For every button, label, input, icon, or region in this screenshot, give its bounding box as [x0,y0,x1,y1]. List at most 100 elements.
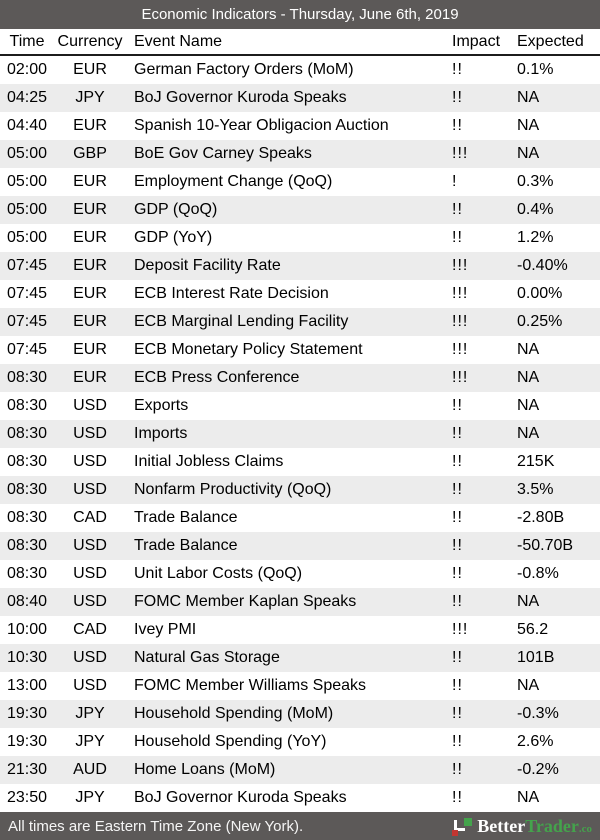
table-row: 23:50 JPY BoJ Governor Kuroda Speaks!! NA [0,784,600,812]
table-row: 10:00 CAD Ivey PMI!!! 56.2 [0,616,600,644]
brand-text-better: Better [477,815,526,836]
cell-expected: NA [517,397,540,414]
cell-impact: !! [452,537,463,554]
cell-event: Ivey PMI [134,621,197,638]
cell-expected: 56.2 [517,621,549,638]
cell-event: Imports [134,425,188,442]
cell-event: Household Spending (MoM) [134,705,334,722]
cell-time: 08:30 [6,425,48,442]
cell-time: 07:45 [6,341,48,358]
cell-event: BoJ Governor Kuroda Speaks [134,789,347,806]
cell-impact: !! [452,649,463,666]
cell-time: 08:30 [6,565,48,582]
cell-expected: -0.2% [517,761,559,778]
cell-currency: EUR [73,285,107,302]
cell-currency: JPY [75,733,105,750]
cell-time: 04:25 [6,89,48,106]
cell-currency: EUR [73,201,107,218]
cell-impact: !!! [452,369,469,386]
table-row: 08:30 USD Exports!! NA [0,392,600,420]
cell-expected: 2.6% [517,733,554,750]
cell-currency: USD [73,565,107,582]
cell-time: 04:40 [6,117,48,134]
column-header-event: Event Name [134,32,223,50]
cell-currency: CAD [73,621,107,638]
table-row: 05:00 GBP BoE Gov Carney Speaks!!! NA [0,140,600,168]
cell-impact: !!! [452,621,469,638]
cell-expected: 101B [517,649,555,666]
candlestick-logo-icon [452,816,473,836]
cell-currency: AUD [73,761,107,778]
table-row: 07:45 EUR Deposit Facility Rate!!! -0.40% [0,252,600,280]
cell-impact: !!! [452,313,469,330]
table-row: 19:30 JPY Household Spending (YoY)!! 2.6% [0,728,600,756]
bettertrader-logo[interactable]: Better Trader .co [452,816,592,837]
table-row: 08:40 USD FOMC Member Kaplan Speaks!! NA [0,588,600,616]
brand-text-tld: .co [578,822,592,835]
cell-impact: !!! [452,257,469,274]
cell-expected: 0.3% [517,173,554,190]
cell-currency: GBP [73,145,107,162]
cell-expected: 0.25% [517,313,563,330]
table-row: 05:00 EUR GDP (YoY)!! 1.2% [0,224,600,252]
cell-event: FOMC Member Williams Speaks [134,677,367,694]
column-header-time: Time [9,32,45,50]
cell-event: Unit Labor Costs (QoQ) [134,565,303,582]
cell-expected: -0.3% [517,705,559,722]
table-row: 07:45 EUR ECB Monetary Policy Statement!!!… [0,336,600,364]
cell-time: 08:30 [6,509,48,526]
cell-expected: NA [517,677,540,694]
cell-impact: !! [452,705,463,722]
cell-currency: CAD [73,509,107,526]
cell-currency: JPY [75,789,105,806]
cell-time: 02:00 [6,61,48,78]
cell-impact: !!! [452,341,469,358]
cell-expected: 0.4% [517,201,554,218]
cell-time: 05:00 [6,229,48,246]
cell-impact: !! [452,565,463,582]
table-row: 04:25 JPY BoJ Governor Kuroda Speaks!! NA [0,84,600,112]
cell-currency: USD [73,397,107,414]
table-body: 02:00 EUR German Factory Orders (MoM)!! 0.1… [0,56,600,812]
column-header-currency: Currency [57,32,123,50]
table-row: 05:00 EUR Employment Change (QoQ)! 0.3% [0,168,600,196]
cell-expected: -0.40% [517,257,568,274]
table-row: 08:30 USD Imports!! NA [0,420,600,448]
cell-time: 05:00 [6,173,48,190]
table-row: 08:30 USD Unit Labor Costs (QoQ)!! -0.8% [0,560,600,588]
cell-event: Exports [134,397,189,414]
cell-time: 13:00 [6,677,48,694]
table-row: 08:30 CAD Trade Balance!! -2.80B [0,504,600,532]
cell-event: GDP (QoQ) [134,201,218,218]
cell-currency: EUR [73,61,107,78]
cell-currency: EUR [73,257,107,274]
cell-event: Trade Balance [134,537,238,554]
column-header-expected: Expected [517,32,584,50]
cell-expected: NA [517,789,540,806]
cell-currency: USD [73,537,107,554]
cell-impact: !! [452,733,463,750]
page-title: Economic Indicators - Thursday, June 6th… [141,6,459,23]
cell-expected: -2.80B [517,509,565,526]
cell-event: BoJ Governor Kuroda Speaks [134,89,347,106]
cell-event: ECB Press Conference [134,369,300,386]
table-row: 19:30 JPY Household Spending (MoM)!! -0.3% [0,700,600,728]
table-row: 21:30 AUD Home Loans (MoM)!! -0.2% [0,756,600,784]
cell-time: 08:30 [6,453,48,470]
cell-time: 07:45 [6,313,48,330]
cell-currency: USD [73,481,107,498]
cell-impact: !!! [452,285,469,302]
table-row: 02:00 EUR German Factory Orders (MoM)!! 0.1… [0,56,600,84]
cell-impact: !! [452,229,463,246]
cell-expected: NA [517,341,540,358]
cell-expected: 3.5% [517,481,554,498]
cell-expected: NA [517,89,540,106]
cell-event: Initial Jobless Claims [134,453,284,470]
cell-expected: 0.1% [517,61,554,78]
cell-event: Nonfarm Productivity (QoQ) [134,481,332,498]
cell-time: 21:30 [6,761,48,778]
cell-event: FOMC Member Kaplan Speaks [134,593,357,610]
cell-expected: 215K [517,453,555,470]
cell-event: ECB Interest Rate Decision [134,285,329,302]
cell-impact: !! [452,117,463,134]
